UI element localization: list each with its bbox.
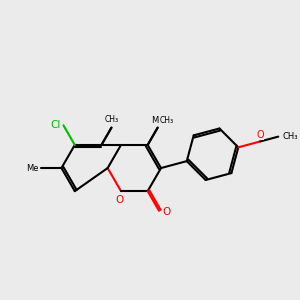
Text: CH₃: CH₃ bbox=[283, 132, 298, 141]
Text: CH₃: CH₃ bbox=[159, 116, 173, 125]
Text: Me: Me bbox=[105, 116, 118, 125]
Text: O: O bbox=[115, 195, 124, 205]
Text: Me: Me bbox=[152, 116, 164, 125]
Text: Me: Me bbox=[26, 164, 38, 172]
Text: CH₃: CH₃ bbox=[104, 116, 118, 124]
Text: Cl: Cl bbox=[50, 120, 60, 130]
Text: O: O bbox=[162, 207, 170, 218]
Text: O: O bbox=[256, 130, 264, 140]
